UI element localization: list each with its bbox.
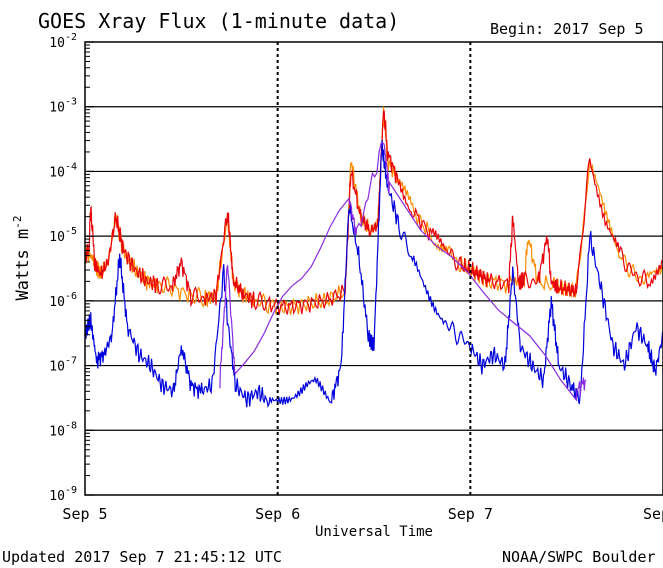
y-tick-label: 10-4 (49, 161, 77, 180)
y-tick-label-base: 10 (49, 165, 65, 180)
y-tick-label: 10-8 (49, 420, 77, 439)
series-lines (84, 106, 663, 408)
y-tick-label-exponent: -8 (65, 420, 77, 431)
chart-title: GOES Xray Flux (1-minute data) (38, 9, 399, 33)
y-tick-label-exponent: -4 (65, 161, 77, 172)
series-line (219, 141, 587, 402)
y-tick-label: 10-7 (49, 356, 77, 375)
y-tick-label-exponent: -9 (65, 485, 77, 496)
series-line (84, 110, 663, 316)
y-tick-label: 10-9 (49, 485, 77, 504)
y-axis-label-exponent: -2 (11, 216, 24, 229)
y-axis-label: Watts m-2 (11, 216, 33, 301)
x-tick-label: Sep 6 (255, 505, 300, 523)
y-tick-label-base: 10 (49, 295, 65, 310)
series-line (84, 139, 663, 408)
x-tick-label: Sep 5 (62, 505, 107, 523)
begin-label: Begin: 2017 Sep 5 (490, 20, 644, 38)
x-tick-label: Sep 7 (448, 505, 493, 523)
plot-frame (84, 41, 663, 496)
y-gridlines (85, 106, 663, 431)
y-tick-label-exponent: -2 (65, 32, 77, 43)
y-tick-label-base: 10 (49, 489, 65, 504)
y-tick-label-base: 10 (49, 360, 65, 375)
x-tick-label: Sep (643, 505, 663, 523)
y-tick-label: 10-2 (49, 32, 77, 51)
footer-updated: Updated 2017 Sep 7 21:45:12 UTC (2, 548, 282, 566)
x-axis-label: Universal Time (315, 524, 433, 540)
y-tick-label-base: 10 (49, 101, 65, 116)
y-tick-label-exponent: -6 (65, 291, 77, 302)
x-axis-ticks: Sep 5 Sep 6 Sep 7 Sep (62, 42, 663, 523)
y-axis-label-text: Watts m (13, 229, 33, 301)
y-tick-label-base: 10 (49, 36, 65, 51)
y-tick-label-base: 10 (49, 424, 65, 439)
footer-source: NOAA/SWPC Boulder (502, 548, 656, 566)
y-axis-ticks: 10-910-810-710-610-510-410-310-2 (49, 32, 94, 504)
y-tick-label: 10-6 (49, 291, 77, 310)
y-tick-label: 10-3 (49, 97, 77, 116)
y-tick-label-exponent: -5 (65, 226, 77, 237)
y-tick-label-exponent: -7 (65, 356, 77, 367)
y-tick-label-base: 10 (49, 230, 65, 245)
y-tick-label: 10-5 (49, 226, 77, 245)
y-tick-label-exponent: -3 (65, 97, 77, 108)
svg-text:Watts m-2: Watts m-2 (11, 216, 33, 301)
series-line (84, 106, 663, 315)
